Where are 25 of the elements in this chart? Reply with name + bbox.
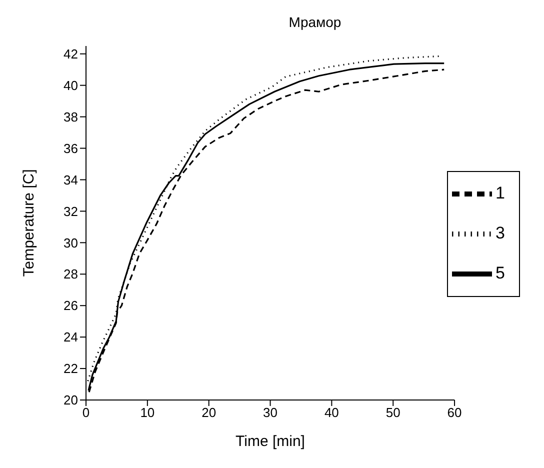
legend-label: 3	[496, 223, 505, 242]
y-tick-label: 40	[64, 78, 78, 93]
x-tick-label: 60	[447, 405, 462, 420]
y-tick-label: 42	[64, 46, 78, 62]
x-tick-label: 40	[324, 405, 339, 420]
chart-title: Мрамор	[288, 14, 342, 30]
legend-label: 1	[496, 183, 505, 202]
y-tick-label: 22	[64, 361, 78, 376]
legend-label: 5	[496, 263, 505, 282]
x-tick-label: 50	[386, 405, 400, 420]
y-tick-label: 38	[64, 109, 78, 124]
y-tick-label: 34	[64, 172, 78, 188]
y-tick-label: 32	[64, 204, 78, 219]
y-axis-title: Temperature [C]	[20, 169, 38, 277]
y-tick-label: 36	[64, 140, 78, 156]
y-tick-label: 26	[64, 298, 78, 314]
x-tick-label: 10	[140, 405, 155, 420]
y-tick-label: 24	[64, 330, 78, 345]
y-tick-label: 28	[64, 266, 78, 282]
x-axis-title: Time [min]	[236, 433, 305, 450]
y-tick-label: 20	[64, 392, 78, 408]
x-tick-label: 20	[202, 405, 216, 420]
x-tick-label: 0	[82, 405, 90, 420]
y-tick-label: 30	[64, 235, 78, 250]
x-tick-label: 30	[263, 405, 278, 420]
